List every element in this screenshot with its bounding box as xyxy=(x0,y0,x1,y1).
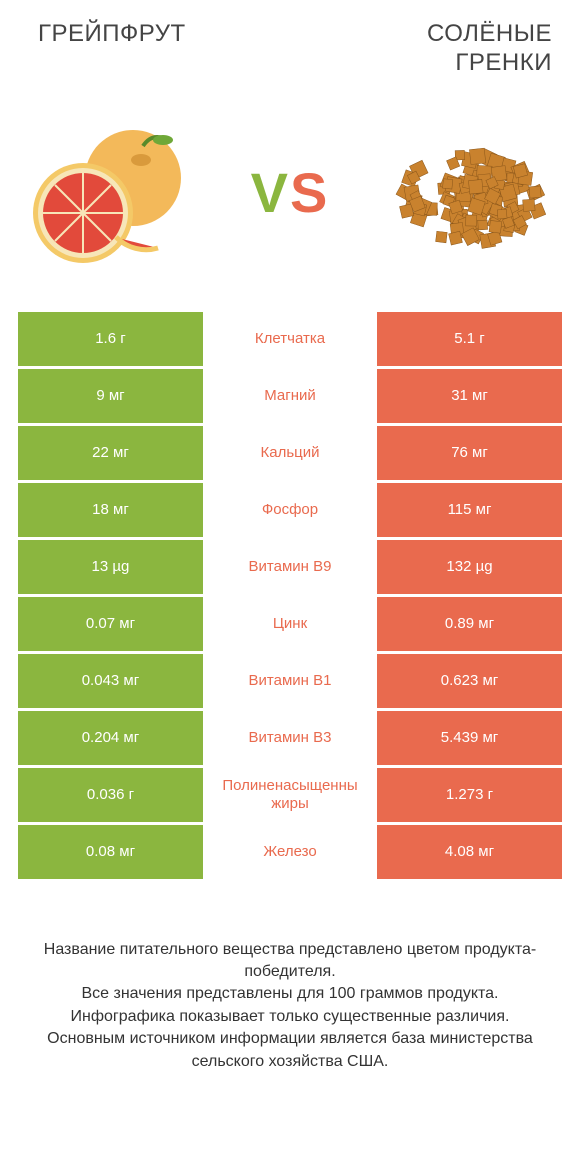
nutrient-name: Клетчатка xyxy=(203,312,377,366)
comparison-table: 1.6 гКлетчатка5.1 г9 мгМагний31 мг22 мгК… xyxy=(18,312,562,879)
titles-row: ГРЕЙПФРУТ СОЛЁНЫЕ ГРЕНКИ xyxy=(18,20,562,78)
nutrient-name: Кальций xyxy=(203,426,377,480)
nutrient-name: Полиненасыщенны жиры xyxy=(203,768,377,822)
infographic-container: ГРЕЙПФРУТ СОЛЁНЫЕ ГРЕНКИ xyxy=(0,0,580,1083)
vs-label: VS xyxy=(251,160,330,225)
value-right: 76 мг xyxy=(377,426,562,480)
table-row: 0.204 мгВитамин B35.439 мг xyxy=(18,711,562,765)
value-left: 9 мг xyxy=(18,369,203,423)
value-left: 0.07 мг xyxy=(18,597,203,651)
footnote-line: Инфографика показывает только существенн… xyxy=(28,1006,552,1028)
value-left: 0.08 мг xyxy=(18,825,203,879)
table-row: 22 мгКальций76 мг xyxy=(18,426,562,480)
footnote-line: Все значения представлены для 100 граммо… xyxy=(28,983,552,1005)
table-row: 0.08 мгЖелезо4.08 мг xyxy=(18,825,562,879)
value-right: 5.439 мг xyxy=(377,711,562,765)
value-right: 115 мг xyxy=(377,483,562,537)
value-left: 1.6 г xyxy=(18,312,203,366)
nutrient-name: Витамин B1 xyxy=(203,654,377,708)
value-left: 13 µg xyxy=(18,540,203,594)
table-row: 18 мгФосфор115 мг xyxy=(18,483,562,537)
footnote-line: Название питательного вещества представл… xyxy=(28,939,552,984)
croutons-icon xyxy=(382,118,562,268)
value-left: 0.204 мг xyxy=(18,711,203,765)
value-right: 132 µg xyxy=(377,540,562,594)
nutrient-name: Витамин B3 xyxy=(203,711,377,765)
table-row: 1.6 гКлетчатка5.1 г xyxy=(18,312,562,366)
croutons-image xyxy=(382,118,562,268)
table-row: 9 мгМагний31 мг xyxy=(18,369,562,423)
nutrient-name: Железо xyxy=(203,825,377,879)
value-right: 0.89 мг xyxy=(377,597,562,651)
images-row: VS xyxy=(18,98,562,288)
title-left: ГРЕЙПФРУТ xyxy=(18,20,295,48)
nutrient-name: Цинк xyxy=(203,597,377,651)
value-left: 22 мг xyxy=(18,426,203,480)
value-right: 4.08 мг xyxy=(377,825,562,879)
value-left: 18 мг xyxy=(18,483,203,537)
title-right: СОЛЁНЫЕ ГРЕНКИ xyxy=(295,20,562,78)
footnotes: Название питательного вещества представл… xyxy=(18,939,562,1073)
table-row: 0.07 мгЦинк0.89 мг xyxy=(18,597,562,651)
table-row: 0.043 мгВитамин B10.623 мг xyxy=(18,654,562,708)
value-left: 0.043 мг xyxy=(18,654,203,708)
value-right: 5.1 г xyxy=(377,312,562,366)
grapefruit-image xyxy=(18,118,198,268)
nutrient-name: Витамин B9 xyxy=(203,540,377,594)
table-row: 13 µgВитамин B9132 µg xyxy=(18,540,562,594)
value-right: 1.273 г xyxy=(377,768,562,822)
nutrient-name: Фосфор xyxy=(203,483,377,537)
value-right: 31 мг xyxy=(377,369,562,423)
footnote-line: Основным источником информации является … xyxy=(28,1028,552,1073)
table-row: 0.036 гПолиненасыщенны жиры1.273 г xyxy=(18,768,562,822)
grapefruit-icon xyxy=(23,118,193,268)
nutrient-name: Магний xyxy=(203,369,377,423)
value-left: 0.036 г xyxy=(18,768,203,822)
value-right: 0.623 мг xyxy=(377,654,562,708)
